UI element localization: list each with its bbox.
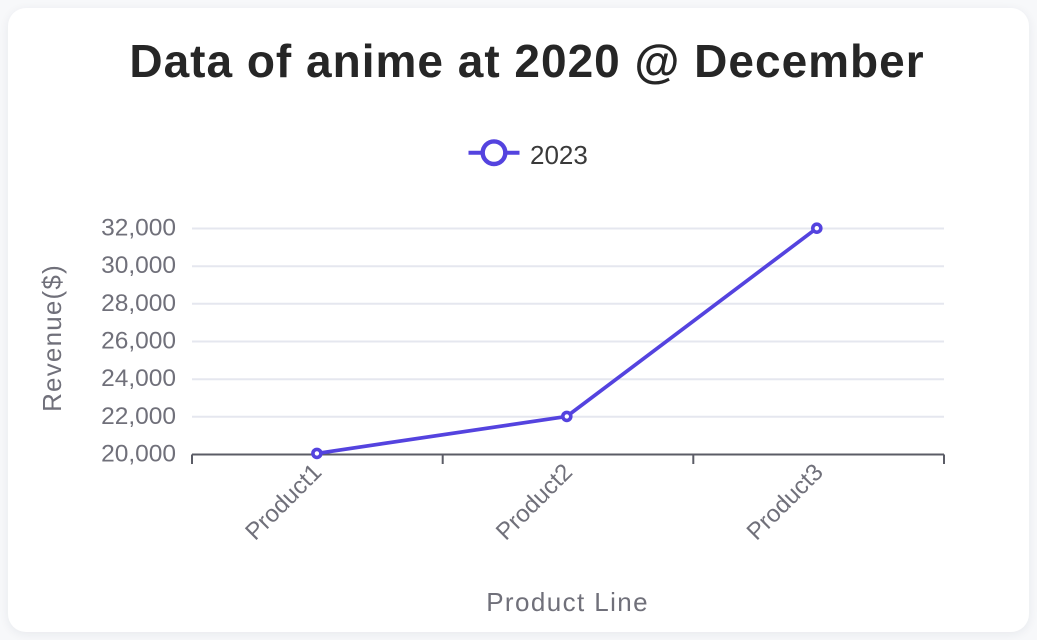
svg-text:28,000: 28,000 (101, 290, 176, 317)
svg-text:Revenue($): Revenue($) (37, 264, 67, 412)
svg-text:24,000: 24,000 (101, 365, 176, 392)
svg-text:32,000: 32,000 (101, 215, 176, 242)
svg-text:2023: 2023 (530, 140, 588, 170)
svg-text:Product2: Product2 (491, 459, 578, 546)
svg-text:Product3: Product3 (742, 459, 829, 546)
svg-text:26,000: 26,000 (101, 328, 176, 355)
svg-text:Data of anime at 2020 @ Decemb: Data of anime at 2020 @ December (129, 35, 924, 87)
svg-text:30,000: 30,000 (101, 252, 176, 279)
svg-text:Product1: Product1 (240, 459, 327, 546)
svg-text:Product Line: Product Line (486, 587, 649, 617)
svg-text:20,000: 20,000 (101, 441, 176, 468)
svg-text:22,000: 22,000 (101, 403, 176, 430)
